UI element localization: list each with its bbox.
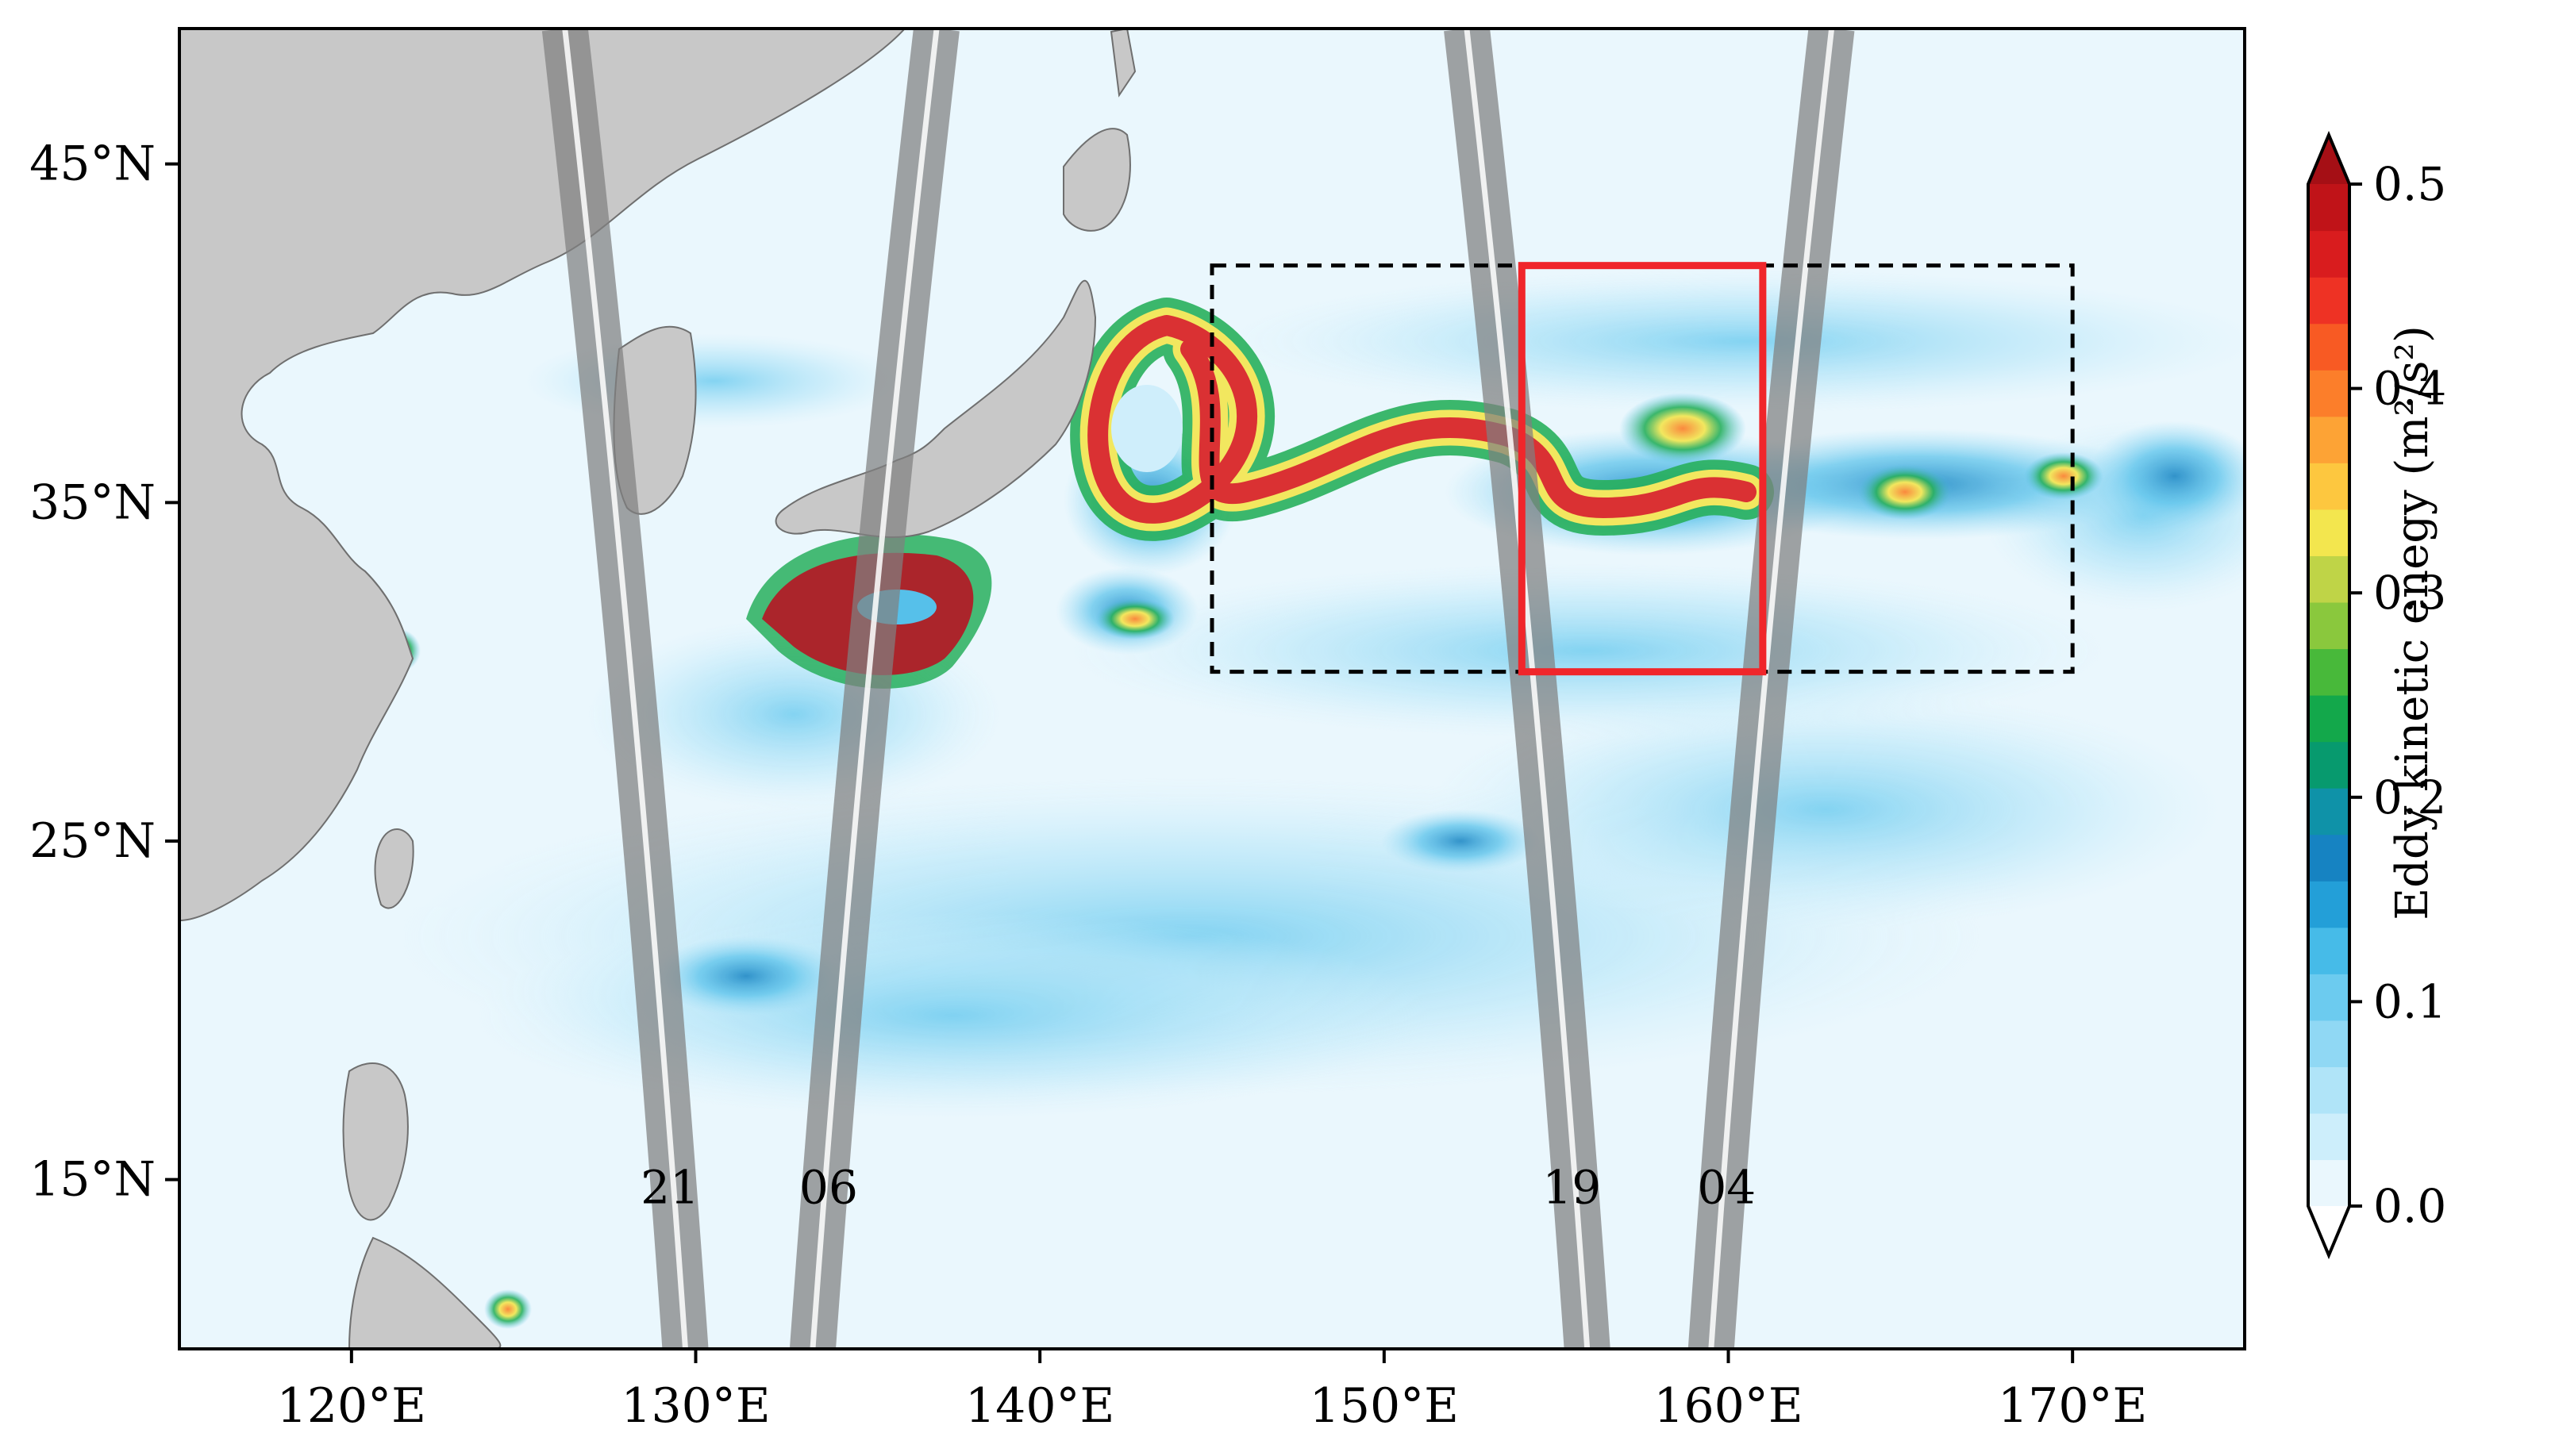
colorbar-tick-label: 0.0 <box>2373 1179 2446 1233</box>
colorbar-segment <box>2308 741 2349 789</box>
colorbar-segment <box>2308 323 2349 371</box>
y-axis: 15°N 25°N 35°N 45°N <box>29 136 179 1208</box>
colorbar-ticks: 0.0 0.1 0.2 0.3 0.4 0.5 <box>2349 157 2446 1233</box>
colorbar-tick-label: 0.4 <box>2373 362 2446 416</box>
x-tick-label: 130°E <box>621 1378 770 1434</box>
track-centerline-19 <box>1464 29 1591 1349</box>
x-tick-label: 160°E <box>1653 1378 1803 1434</box>
colorbar-segment <box>2308 695 2349 743</box>
colorbar-segment <box>2308 1112 2349 1161</box>
x-tick-label: 150°E <box>1310 1378 1459 1434</box>
colorbar-label: Eddy kinetic enegy (m²/s²) <box>2387 325 2438 920</box>
colorbar-segment <box>2308 463 2349 510</box>
colorbar-segment <box>2308 1159 2349 1207</box>
colorbar-segment <box>2308 509 2349 556</box>
track-centerline-06 <box>810 29 940 1349</box>
track-labels: 21 06 19 04 <box>641 1161 1756 1215</box>
colorbar-segment <box>2308 184 2349 232</box>
colorbar-extend-max <box>2308 135 2349 184</box>
colorbar-segment <box>2308 834 2349 882</box>
y-tick-label: 15°N <box>29 1152 156 1208</box>
track-label-04: 04 <box>1697 1161 1756 1215</box>
colorbar: 0.0 0.1 0.2 0.3 0.4 0.5 Eddy kinetic enegy (m… <box>2307 130 2446 1260</box>
colorbar-segment <box>2308 277 2349 325</box>
map-frame <box>178 27 2246 1350</box>
colorbar-extend-min <box>2308 1206 2349 1255</box>
satellite-tracks <box>541 29 1855 1349</box>
y-tick-label: 35°N <box>29 474 156 530</box>
colorbar-segment <box>2308 230 2349 278</box>
colorbar-segment <box>2308 555 2349 603</box>
colorbar-tick-label: 0.3 <box>2373 566 2446 620</box>
colorbar-tick-label: 0.2 <box>2373 770 2446 824</box>
track-label-21: 21 <box>641 1161 699 1215</box>
colorbar-segment <box>2308 974 2349 1021</box>
colorbar-segments <box>2307 130 2351 1260</box>
y-tick-label: 45°N <box>29 136 156 192</box>
track-centerline-04 <box>1708 29 1835 1349</box>
track-label-19: 19 <box>1542 1161 1601 1215</box>
colorbar-segment <box>2308 648 2349 696</box>
colorbar-segment <box>2308 416 2349 463</box>
x-axis: 120°E 130°E 140°E 150°E 160°E 170°E <box>277 1349 2147 1434</box>
colorbar-segment <box>2308 1020 2349 1067</box>
colorbar-segment <box>2308 788 2349 836</box>
colorbar-tick-label: 0.1 <box>2373 974 2446 1028</box>
colorbar-segment <box>2308 370 2349 417</box>
colorbar-segment <box>2308 927 2349 974</box>
focus-area-box <box>1518 262 1767 676</box>
track-centerline-21 <box>562 29 688 1349</box>
track-label-06: 06 <box>799 1161 858 1215</box>
x-tick-label: 140°E <box>965 1378 1114 1434</box>
x-tick-label: 120°E <box>277 1378 426 1434</box>
colorbar-segment <box>2308 881 2349 928</box>
map-area <box>179 29 2245 1349</box>
y-tick-label: 25°N <box>29 813 156 869</box>
colorbar-segment <box>2308 1066 2349 1114</box>
colorbar-segment <box>2308 601 2349 650</box>
colorbar-tick-label: 0.5 <box>2373 157 2446 211</box>
x-tick-label: 170°E <box>1998 1378 2147 1434</box>
